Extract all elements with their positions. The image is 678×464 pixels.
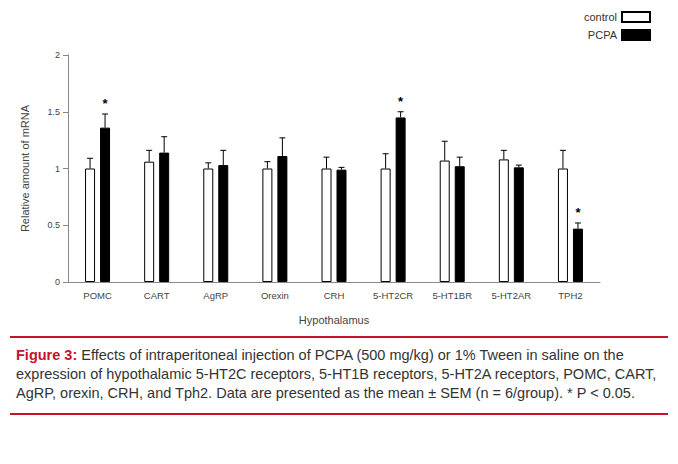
svg-text:2: 2 [55,50,60,60]
svg-text:*: * [398,94,404,109]
svg-text:1.5: 1.5 [47,107,60,117]
svg-text:Hypothalamus: Hypothalamus [299,314,370,326]
svg-text:1: 1 [55,164,60,174]
svg-text:*: * [103,96,109,111]
svg-text:0: 0 [55,277,60,287]
svg-text:Relative amount of mRNA: Relative amount of mRNA [19,104,31,232]
svg-text:control: control [584,11,617,23]
svg-text:POMC: POMC [83,290,112,301]
svg-text:*: * [575,205,581,220]
svg-text:TPH2: TPH2 [558,290,582,301]
svg-text:CRH: CRH [324,290,345,301]
svg-text:CART: CART [144,290,170,301]
svg-text:5-HT2CR: 5-HT2CR [373,290,413,301]
svg-text:Orexin: Orexin [261,290,289,301]
svg-text:0.5: 0.5 [47,220,60,230]
svg-text:5-HT2AR: 5-HT2AR [492,290,532,301]
svg-text:AgRP: AgRP [203,290,228,301]
html-text:Figure 3: Effects of intraperi: Figure 3: Effects of intraperitoneal inj… [16,347,657,401]
svg-text:5-HT1BR: 5-HT1BR [432,290,472,301]
svg-text:PCPA: PCPA [588,29,618,41]
